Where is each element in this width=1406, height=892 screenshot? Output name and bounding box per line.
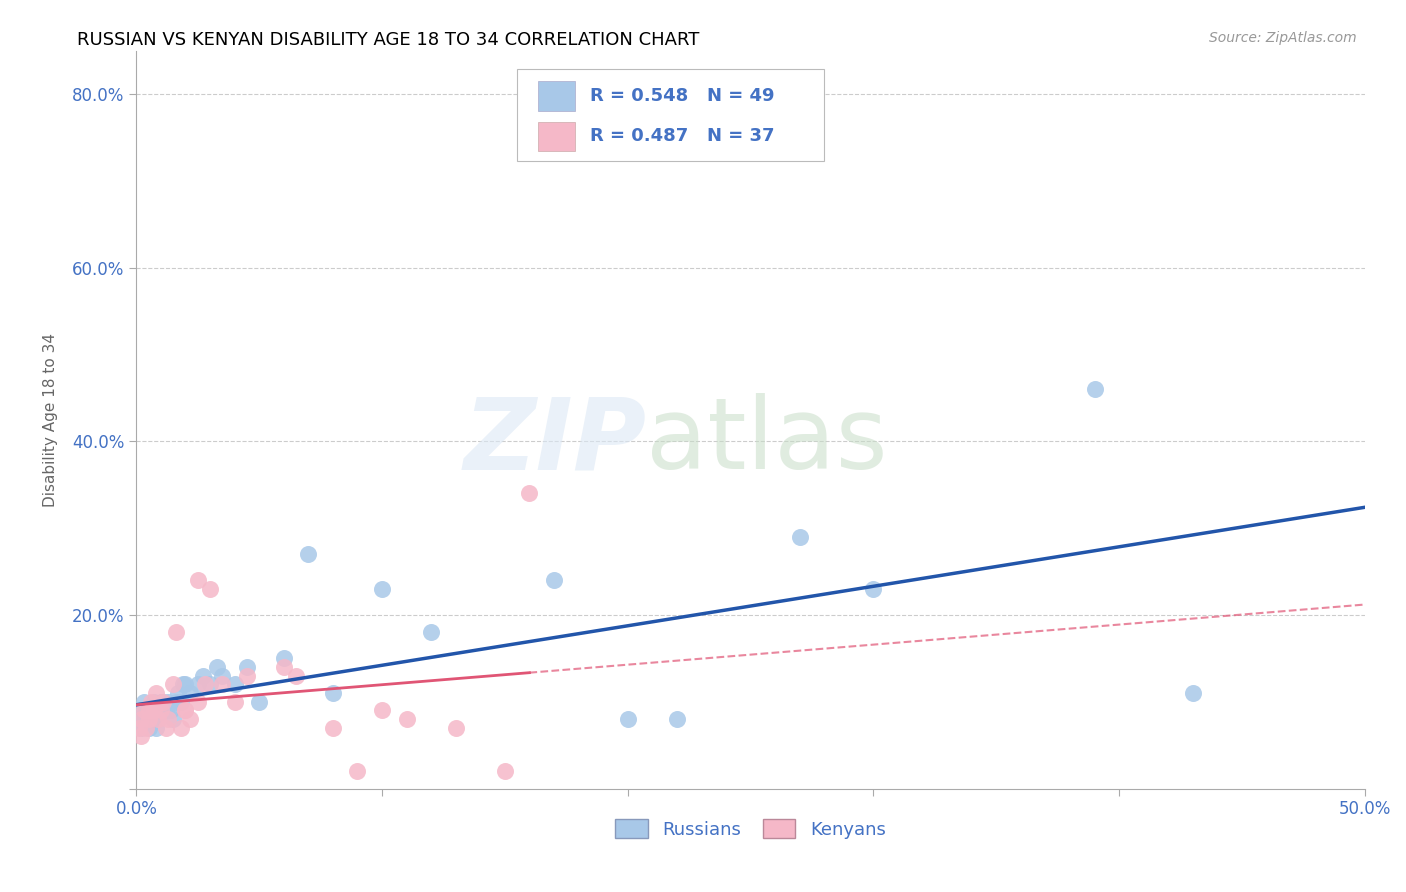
Point xyxy=(167,686,190,700)
Point xyxy=(162,712,184,726)
Legend: Russians, Kenyans: Russians, Kenyans xyxy=(609,812,893,846)
Point xyxy=(191,668,214,682)
Point xyxy=(142,703,165,717)
Point xyxy=(138,703,160,717)
Point xyxy=(139,712,162,726)
FancyBboxPatch shape xyxy=(517,69,824,161)
Point xyxy=(145,686,167,700)
Point xyxy=(198,582,221,596)
Text: ZIP: ZIP xyxy=(463,393,647,491)
Point xyxy=(142,695,165,709)
Point xyxy=(145,703,167,717)
Point xyxy=(145,721,167,735)
Point xyxy=(162,677,184,691)
Point xyxy=(135,712,157,726)
Point xyxy=(138,721,160,735)
Point xyxy=(179,686,201,700)
Point xyxy=(187,677,209,691)
Point xyxy=(207,660,229,674)
Point xyxy=(148,712,170,726)
Point xyxy=(138,712,160,726)
Point xyxy=(444,721,467,735)
Point xyxy=(862,582,884,596)
Point xyxy=(138,703,160,717)
Bar xyxy=(538,81,575,111)
Point xyxy=(297,547,319,561)
Point xyxy=(149,703,172,717)
Point xyxy=(169,695,191,709)
Point xyxy=(285,668,308,682)
Text: atlas: atlas xyxy=(647,393,887,491)
Point xyxy=(149,703,172,717)
Point xyxy=(273,660,295,674)
Point xyxy=(165,695,187,709)
Point xyxy=(187,695,209,709)
Point xyxy=(155,703,177,717)
Point xyxy=(420,625,443,640)
Point xyxy=(174,703,197,717)
Point xyxy=(169,721,191,735)
Point xyxy=(322,721,344,735)
Point xyxy=(132,703,155,717)
Point xyxy=(174,703,197,717)
Point xyxy=(247,695,270,709)
Point xyxy=(494,764,516,779)
Point xyxy=(129,703,152,717)
Point xyxy=(139,703,162,717)
Text: R = 0.487   N = 37: R = 0.487 N = 37 xyxy=(589,128,775,145)
Point xyxy=(346,764,368,779)
Text: R = 0.548   N = 49: R = 0.548 N = 49 xyxy=(589,87,775,105)
Point xyxy=(149,695,172,709)
Bar xyxy=(538,121,575,152)
Point xyxy=(157,695,180,709)
Point xyxy=(157,712,180,726)
Point xyxy=(665,712,688,726)
Text: RUSSIAN VS KENYAN DISABILITY AGE 18 TO 34 CORRELATION CHART: RUSSIAN VS KENYAN DISABILITY AGE 18 TO 3… xyxy=(77,31,700,49)
Point xyxy=(543,573,565,587)
Point xyxy=(128,721,150,735)
Point xyxy=(142,712,165,726)
Point xyxy=(273,651,295,665)
Point xyxy=(194,677,217,691)
Point xyxy=(172,677,194,691)
Point xyxy=(236,668,259,682)
Point xyxy=(129,730,152,744)
Point xyxy=(159,703,181,717)
Point xyxy=(616,712,638,726)
Point xyxy=(179,712,201,726)
Point xyxy=(1083,382,1105,396)
Point xyxy=(211,677,233,691)
Point xyxy=(129,721,152,735)
Point xyxy=(132,712,155,726)
Point xyxy=(132,695,155,709)
Point xyxy=(224,695,246,709)
Point xyxy=(211,668,233,682)
Point xyxy=(129,712,152,726)
Point xyxy=(139,695,162,709)
Point xyxy=(371,582,394,596)
Point xyxy=(135,703,157,717)
Point xyxy=(789,530,811,544)
Point xyxy=(152,695,174,709)
Point xyxy=(1181,686,1204,700)
Point xyxy=(128,712,150,726)
Point xyxy=(236,660,259,674)
Point xyxy=(148,712,170,726)
Point xyxy=(152,695,174,709)
Point xyxy=(187,573,209,587)
Point xyxy=(135,721,157,735)
Point xyxy=(519,486,541,500)
Point xyxy=(174,677,197,691)
Point xyxy=(198,677,221,691)
Point xyxy=(165,625,187,640)
Point xyxy=(322,686,344,700)
Point xyxy=(224,677,246,691)
Y-axis label: Disability Age 18 to 34: Disability Age 18 to 34 xyxy=(44,333,58,507)
Point xyxy=(371,703,394,717)
Point xyxy=(395,712,418,726)
Point xyxy=(155,721,177,735)
Text: Source: ZipAtlas.com: Source: ZipAtlas.com xyxy=(1209,31,1357,45)
